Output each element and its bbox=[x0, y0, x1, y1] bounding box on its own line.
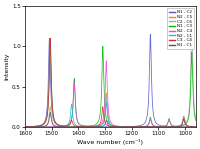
X-axis label: Wave number (cm⁻¹): Wave number (cm⁻¹) bbox=[77, 139, 143, 145]
Y-axis label: Intensity: Intensity bbox=[4, 53, 9, 80]
Legend: N1 - C2, N2 - C5, C2 - C6, N1 - C3, N2 - C4, N2 - C1, C3 - C4, N1 - C1: N1 - C2, N2 - C5, C2 - C6, N1 - C3, N2 -… bbox=[167, 8, 194, 49]
